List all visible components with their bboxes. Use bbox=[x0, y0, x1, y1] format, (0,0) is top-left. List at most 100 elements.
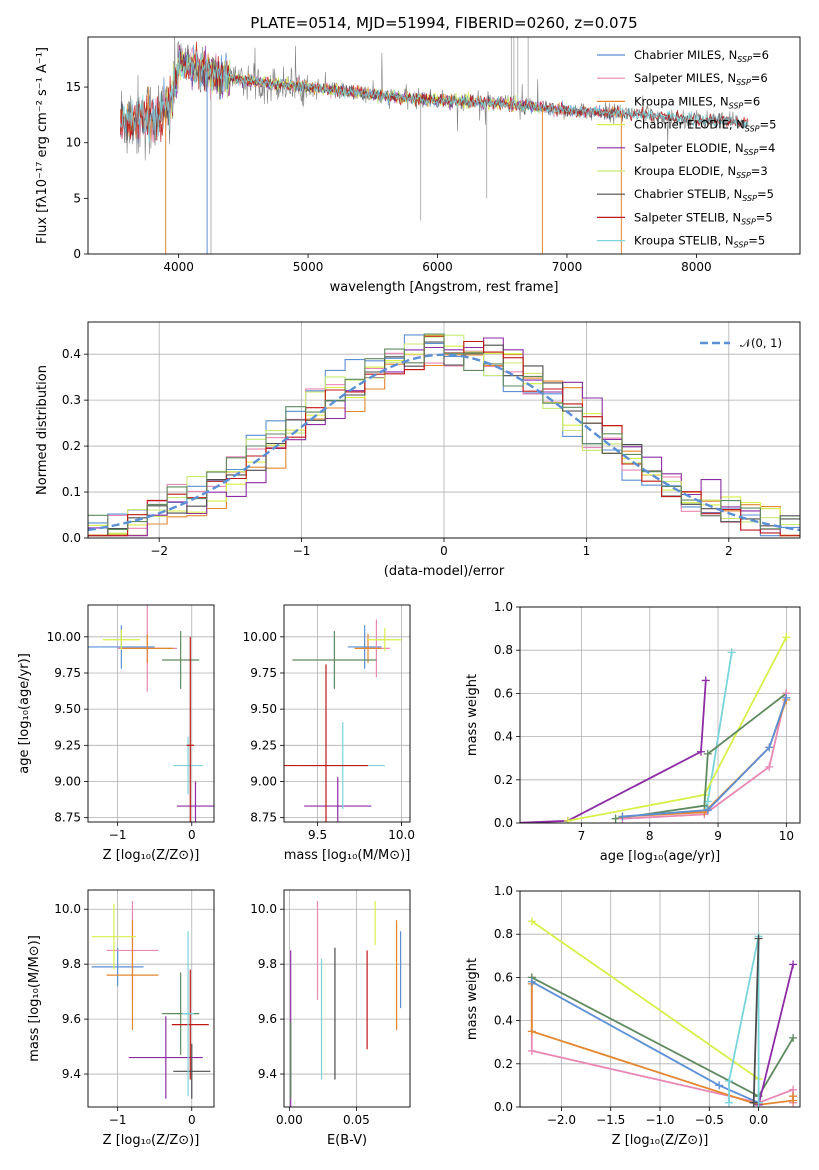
legend-entry: Salpeter ELODIE, NSSP=4 bbox=[634, 141, 775, 157]
age_vs_mass-points bbox=[284, 619, 402, 822]
mass-weight-line bbox=[752, 938, 760, 1103]
y-tick-label: 9.50 bbox=[54, 702, 81, 716]
x-axis-label: age [log₁₀(age/yr)] bbox=[600, 849, 721, 864]
x-tick-label: 10 bbox=[779, 829, 794, 843]
legend-entry: Chabrier ELODIE, NSSP=5 bbox=[634, 118, 776, 134]
massweight_vs_age-axes: 7 8 9 10 0.0 0.2 0.4 0.6 0.8 1.0 age [log₁₀(age/yr… bbox=[465, 600, 801, 864]
y-tick-label: 9.4 bbox=[62, 1067, 81, 1081]
mass-weight-line bbox=[615, 692, 787, 820]
y-tick-label: 0.6 bbox=[494, 686, 513, 700]
normal-curve bbox=[88, 353, 800, 532]
x-axis-label: (data-model)/error bbox=[384, 564, 505, 579]
age_vs_Z-points bbox=[88, 605, 214, 822]
y-tick-label: 0.0 bbox=[494, 1100, 513, 1114]
legend-entry: Kroupa ELODIE, NSSP=3 bbox=[634, 164, 768, 180]
y-axis-label: age [log₁₀(age/yr)] bbox=[17, 653, 32, 774]
massweight_vs_Z-axes: −2.0 −1.5 −1.0 −0.5 0.0 0.0 0.2 0.4 0.6 0.8 1.0 Z [… bbox=[465, 884, 801, 1148]
x-tick-label: 7000 bbox=[552, 260, 583, 274]
y-tick-label: 0.2 bbox=[494, 1057, 513, 1071]
y-axis-label: Flux [fλ10⁻¹⁷ erg cm⁻² s⁻¹ A⁻¹] bbox=[35, 47, 50, 244]
y-tick-label: 0.0 bbox=[62, 531, 81, 545]
x-tick-label: 4000 bbox=[163, 260, 194, 274]
mass-weight-marker bbox=[703, 806, 712, 815]
mass-weight-marker bbox=[765, 762, 774, 771]
x-tick-label: 2 bbox=[725, 544, 733, 558]
x-tick-label: 9.5 bbox=[308, 828, 327, 842]
y-tick-label: 5 bbox=[73, 191, 81, 205]
mass-weight-marker bbox=[696, 747, 705, 756]
y-tick-label: 9.8 bbox=[258, 957, 277, 971]
y-tick-label: 1.0 bbox=[494, 600, 513, 614]
massweight_vs_age-series bbox=[520, 633, 791, 823]
y-tick-label: 9.75 bbox=[54, 666, 81, 680]
x-tick-label: −1.0 bbox=[645, 1113, 674, 1127]
mass-weight-marker bbox=[527, 917, 536, 926]
y-tick-label: 9.6 bbox=[62, 1012, 81, 1026]
x-axis-label: Z [log₁₀(Z/Z⊙)] bbox=[103, 848, 200, 863]
x-tick-label: 10.0 bbox=[388, 828, 415, 842]
y-tick-label: 10.0 bbox=[54, 902, 81, 916]
mass-weight-marker bbox=[789, 960, 798, 969]
axes-frame bbox=[87, 604, 215, 823]
mass-weight-marker bbox=[715, 1081, 724, 1090]
residuals-axes: −2 −1 0 1 2 0.0 0.1 0.2 0.3 0.4 (data-model)/error… bbox=[35, 321, 801, 579]
y-tick-label: 10.0 bbox=[250, 902, 277, 916]
legend-entry: Kroupa STELIB, NSSP=5 bbox=[634, 234, 765, 250]
mass-weight-marker bbox=[782, 693, 791, 702]
y-tick-label: 8.75 bbox=[250, 811, 277, 825]
mass-weight-line bbox=[757, 964, 794, 1106]
y-tick-label: 9.00 bbox=[250, 774, 277, 788]
y-tick-label: 8.75 bbox=[54, 811, 81, 825]
mass-weight-marker bbox=[527, 1046, 536, 1055]
x-tick-label: 0.0 bbox=[749, 1113, 768, 1127]
mass-weight-line bbox=[531, 920, 760, 1080]
x-axis-label: E(B-V) bbox=[327, 1133, 367, 1148]
mass-weight-marker bbox=[754, 934, 763, 943]
x-tick-label: 1 bbox=[583, 544, 591, 558]
spectrum-axes: 4000 5000 6000 7000 8000 0 5 10 15 wavelength [An… bbox=[35, 14, 801, 295]
x-tick-label: 5000 bbox=[293, 260, 324, 274]
mass_vs_Z-points bbox=[91, 900, 211, 1099]
mass-weight-marker bbox=[703, 749, 712, 758]
model-spectrum-salpeter_stelib bbox=[120, 41, 749, 143]
legend-entry: Chabrier MILES, NSSP=6 bbox=[634, 48, 769, 64]
y-tick-label: 0.4 bbox=[62, 347, 81, 361]
mass-weight-marker bbox=[725, 1077, 734, 1086]
x-tick-label: 8000 bbox=[681, 260, 712, 274]
x-tick-label: 0 bbox=[440, 544, 448, 558]
mass-weight-marker bbox=[789, 1033, 798, 1042]
mass-weight-line bbox=[622, 693, 788, 820]
y-axis-label: mass weight bbox=[465, 958, 480, 1040]
y-tick-label: 10 bbox=[66, 136, 81, 150]
mass-weight-marker bbox=[727, 648, 736, 657]
mass-weight-marker bbox=[527, 977, 536, 986]
axes-frame bbox=[283, 604, 411, 823]
x-tick-label: 9 bbox=[714, 829, 722, 843]
y-tick-label: 9.25 bbox=[54, 738, 81, 752]
x-tick-label: −1 bbox=[109, 1113, 127, 1127]
x-axis-label: Z [log₁₀(Z/Z⊙)] bbox=[612, 1133, 709, 1148]
x-tick-label: −1 bbox=[109, 828, 127, 842]
x-axis-label: Z [log₁₀(Z/Z⊙)] bbox=[103, 1133, 200, 1148]
massweight_vs_Z-series bbox=[527, 917, 798, 1107]
y-tick-label: 0.3 bbox=[62, 393, 81, 407]
legend-entry: Salpeter MILES, NSSP=6 bbox=[634, 71, 768, 87]
y-tick-label: 9.25 bbox=[250, 738, 277, 752]
mass-weight-marker bbox=[701, 676, 710, 685]
y-tick-label: 9.50 bbox=[250, 702, 277, 716]
y-tick-label: 0 bbox=[73, 247, 81, 261]
axes-frame bbox=[519, 606, 801, 824]
mass-weight-marker bbox=[527, 1027, 536, 1036]
mass-weight-marker bbox=[725, 1098, 734, 1107]
x-tick-label: −0.5 bbox=[695, 1113, 724, 1127]
x-tick-label: 0.00 bbox=[276, 1113, 303, 1127]
mass-weight-line bbox=[728, 936, 760, 1103]
mass-weight-marker bbox=[789, 1092, 798, 1101]
legend-entry: Salpeter STELIB, NSSP=5 bbox=[634, 210, 773, 226]
y-axis-label: mass [log₁₀(M/M⊙)] bbox=[27, 935, 42, 1062]
y-tick-label: 0.4 bbox=[494, 1014, 513, 1028]
y-axis-label: Normed distribution bbox=[35, 365, 50, 495]
legend-entry: Chabrier STELIB, NSSP=5 bbox=[634, 187, 774, 203]
mass_vs_Z-axes: −1 0 9.4 9.6 9.8 10.0 Z [log₁₀(Z/Z⊙)] mass [log… bbox=[27, 889, 215, 1148]
